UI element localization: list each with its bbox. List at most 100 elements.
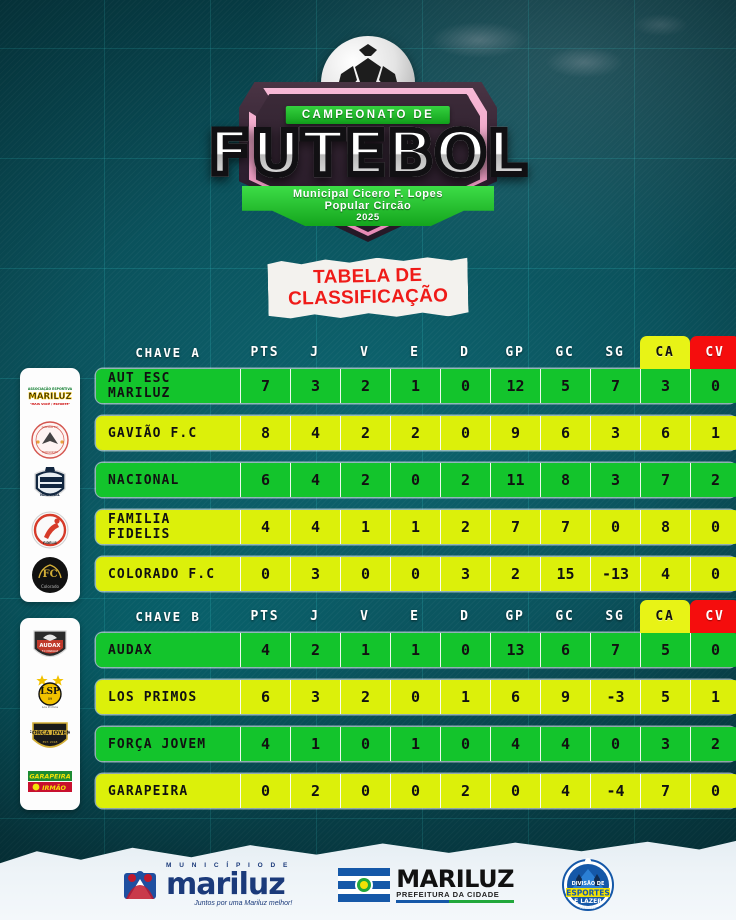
stat-v: 2 xyxy=(340,463,390,497)
table-header-row: CHAVE A PTS J V E D GP GC SG CA CV xyxy=(96,336,736,369)
team-name: AUDAX xyxy=(96,633,240,667)
svg-text:MARILUZ: MARILUZ xyxy=(580,906,597,910)
stat-cv: 2 xyxy=(690,463,736,497)
stat-e: 1 xyxy=(390,727,440,761)
team-name: FORÇA JOVEM xyxy=(96,727,240,761)
team-name: GARAPEIRA xyxy=(96,774,240,808)
stat-pts: 7 xyxy=(240,369,290,403)
column-header-ca: CA xyxy=(640,336,690,369)
stat-j: 3 xyxy=(290,557,340,591)
table-row[interactable]: LOS PRIMOS 6 3 2 0 1 6 9 -3 5 1 xyxy=(96,680,736,714)
stat-j: 2 xyxy=(290,774,340,808)
svg-text:Los Primos: Los Primos xyxy=(42,705,59,709)
column-header-chave-b: CHAVE B xyxy=(135,609,201,624)
table-row[interactable]: AUT ESC MARILUZ 7 3 2 1 0 12 5 7 3 0 xyxy=(96,369,736,403)
svg-text:NACIONAL: NACIONAL xyxy=(40,493,61,497)
stat-sg: -4 xyxy=(590,774,640,808)
stat-j: 1 xyxy=(290,727,340,761)
stat-e: 1 xyxy=(390,633,440,667)
stat-pts: 8 xyxy=(240,416,290,450)
column-header-pts: PTS xyxy=(250,345,280,360)
column-header-pts: PTS xyxy=(250,609,280,624)
table-row[interactable]: NACIONAL 6 4 2 0 2 11 8 3 7 2 xyxy=(96,463,736,497)
esportes-e-lazer-icon: DIVISÃO DE ESPORTES E LAZER MARILUZ xyxy=(561,858,614,911)
departamento-esportes-logo: DIVISÃO DE ESPORTES E LAZER MARILUZ xyxy=(560,855,616,915)
table-row[interactable]: GAVIÃO F.C 8 4 2 2 0 9 6 3 6 1 xyxy=(96,416,736,450)
column-header-e: E xyxy=(410,609,420,624)
stat-pts: 0 xyxy=(240,774,290,808)
stat-gc: 6 xyxy=(540,416,590,450)
svg-text:FIDELIS: FIDELIS xyxy=(43,541,57,545)
stat-gp: 7 xyxy=(490,510,540,544)
stat-pts: 6 xyxy=(240,463,290,497)
stat-e: 1 xyxy=(390,510,440,544)
column-header-gp: GP xyxy=(505,609,525,624)
stat-v: 2 xyxy=(340,680,390,714)
stat-e: 1 xyxy=(390,369,440,403)
stat-pts: 6 xyxy=(240,680,290,714)
stat-gc: 5 xyxy=(540,369,590,403)
column-header-v: V xyxy=(360,609,370,624)
column-header-ca: CA xyxy=(640,600,690,633)
stat-e: 2 xyxy=(390,416,440,450)
audax-crest: AUDAX F.C MARILUZ xyxy=(28,626,72,666)
stat-d: 3 xyxy=(440,557,490,591)
column-header-gc: GC xyxy=(555,609,575,624)
table-row[interactable]: COLORADO F.C 0 3 0 0 3 2 15 -13 4 0 xyxy=(96,557,736,591)
stat-v: 0 xyxy=(340,727,390,761)
stat-ca: 5 xyxy=(640,633,690,667)
familia-fidelis-crest: FIDELIS xyxy=(28,510,72,550)
standings-table-chave-a: CHAVE A PTS J V E D GP GC SG CA CV AUT ESC MARILUZ 7… xyxy=(96,336,736,604)
stat-gc: 8 xyxy=(540,463,590,497)
stat-ca: 4 xyxy=(640,557,690,591)
crest-panel-chave-b: AUDAX F.C MARILUZ LSP 09 Los Primos FORÇ… xyxy=(20,618,80,810)
stat-gp: 4 xyxy=(490,727,540,761)
stat-cv: 0 xyxy=(690,510,736,544)
stat-sg: 3 xyxy=(590,416,640,450)
stat-sg: 7 xyxy=(590,633,640,667)
stat-ca: 3 xyxy=(640,727,690,761)
stat-sg: -13 xyxy=(590,557,640,591)
stat-ca: 5 xyxy=(640,680,690,714)
column-header-e: E xyxy=(410,345,420,360)
stat-e: 0 xyxy=(390,774,440,808)
stat-gp: 6 xyxy=(490,680,540,714)
table-row[interactable]: AUDAX 4 2 1 1 0 13 6 7 5 0 xyxy=(96,633,736,667)
team-name: NACIONAL xyxy=(96,463,240,497)
municipio-name: mariluz xyxy=(166,866,286,902)
stat-gp: 2 xyxy=(490,557,540,591)
stat-sg: 7 xyxy=(590,369,640,403)
column-header-j: J xyxy=(310,345,320,360)
logo-subtitle-line1: Municipal Cicero F. Lopes xyxy=(292,188,444,200)
stat-j: 2 xyxy=(290,633,340,667)
svg-text:ESPORTES: ESPORTES xyxy=(566,889,609,898)
stat-sg: 0 xyxy=(590,510,640,544)
svg-text:"MAIS VOCÊ / ESPORTE": "MAIS VOCÊ / ESPORTE" xyxy=(30,401,71,406)
stat-gp: 9 xyxy=(490,416,540,450)
svg-text:FC: FC xyxy=(42,569,57,580)
stat-cv: 0 xyxy=(690,774,736,808)
column-header-cv: CV xyxy=(690,600,736,633)
table-row[interactable]: FAMILIA FIDELIS 4 4 1 1 2 7 7 0 8 0 xyxy=(96,510,736,544)
mariluz-crest: ASSOCIAÇÃO ESPORTIVA MARILUZ "MAIS VOCÊ … xyxy=(28,375,72,415)
stat-j: 4 xyxy=(290,416,340,450)
team-name: LOS PRIMOS xyxy=(96,680,240,714)
stat-j: 3 xyxy=(290,680,340,714)
sponsor-footer: M U N I C Í P I O D E mariluz Juntos por… xyxy=(0,840,736,920)
table-row[interactable]: FORÇA JOVEM 4 1 0 1 0 4 4 0 3 2 xyxy=(96,727,736,761)
stat-v: 0 xyxy=(340,557,390,591)
table-row[interactable]: GARAPEIRA 0 2 0 0 2 0 4 -4 7 0 xyxy=(96,774,736,808)
standings-table-chave-b: CHAVE B PTS J V E D GP GC SG CA CV AUDAX 4 2 1 1 0 13 6 7 5 0… xyxy=(96,600,736,821)
stat-d: 2 xyxy=(440,510,490,544)
logo-subtitle-line2: Popular Circão xyxy=(324,200,412,212)
stat-j: 4 xyxy=(290,510,340,544)
stat-j: 4 xyxy=(290,463,340,497)
column-header-d: D xyxy=(460,345,470,360)
svg-text:AUDAX: AUDAX xyxy=(39,643,61,649)
stat-gc: 4 xyxy=(540,727,590,761)
stat-gp: 11 xyxy=(490,463,540,497)
prefeitura-name: MARILUZ xyxy=(396,864,514,893)
championship-logo: CAMPEONATO DE FUTEBOL Municipal Cicero F… xyxy=(0,18,736,250)
municipio-slogan: Juntos por uma Mariluz melhor! xyxy=(194,899,293,907)
stat-ca: 6 xyxy=(640,416,690,450)
